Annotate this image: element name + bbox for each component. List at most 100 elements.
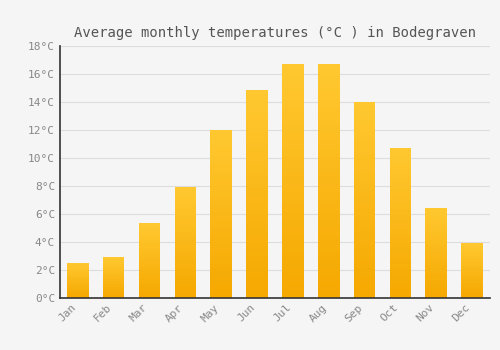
Bar (390, 168, 411, 170)
Bar (354, 167, 376, 170)
Bar (210, 228, 232, 230)
Bar (139, 247, 160, 248)
Bar (318, 173, 340, 177)
Bar (282, 219, 304, 223)
Bar (282, 255, 304, 259)
Bar (462, 296, 483, 298)
Bar (174, 285, 196, 286)
Bar (103, 290, 124, 291)
Bar (282, 126, 304, 130)
Bar (462, 258, 483, 259)
Bar (426, 221, 447, 223)
Bar (210, 256, 232, 258)
Bar (174, 246, 196, 248)
Bar (210, 236, 232, 239)
Bar (354, 248, 376, 252)
Bar (282, 192, 304, 196)
Bar (210, 138, 232, 141)
Bar (354, 144, 376, 147)
Bar (67, 263, 88, 264)
Bar (426, 233, 447, 235)
Bar (390, 193, 411, 195)
Bar (354, 141, 376, 144)
Bar (462, 264, 483, 265)
Bar (318, 106, 340, 111)
Bar (426, 247, 447, 248)
Bar (318, 91, 340, 95)
Bar (354, 138, 376, 141)
Bar (354, 187, 376, 190)
Bar (462, 275, 483, 276)
Bar (282, 87, 304, 91)
Bar (282, 290, 304, 294)
Bar (390, 198, 411, 200)
Bar (174, 191, 196, 192)
Bar (174, 255, 196, 257)
Bar (174, 268, 196, 270)
Bar (462, 256, 483, 257)
Bar (174, 211, 196, 213)
Bar (318, 266, 340, 270)
Bar (390, 273, 411, 275)
Bar (318, 142, 340, 146)
Bar (246, 90, 268, 94)
Bar (210, 183, 232, 186)
Bar (174, 213, 196, 215)
Bar (354, 154, 376, 157)
Bar (210, 191, 232, 194)
Bar (354, 291, 376, 294)
Bar (139, 294, 160, 295)
Bar (103, 289, 124, 290)
Bar (282, 228, 304, 231)
Bar (390, 220, 411, 223)
Bar (67, 278, 88, 279)
Bar (139, 231, 160, 232)
Bar (174, 281, 196, 283)
Bar (426, 248, 447, 250)
Bar (426, 281, 447, 282)
Bar (246, 204, 268, 208)
Bar (103, 264, 124, 265)
Bar (282, 212, 304, 216)
Bar (174, 237, 196, 238)
Bar (103, 297, 124, 298)
Bar (282, 106, 304, 111)
Bar (354, 128, 376, 131)
Bar (354, 147, 376, 150)
Bar (103, 278, 124, 279)
Bar (462, 245, 483, 246)
Bar (462, 246, 483, 247)
Bar (67, 283, 88, 284)
Bar (354, 118, 376, 121)
Bar (67, 289, 88, 290)
Bar (246, 149, 268, 153)
Bar (246, 153, 268, 156)
Bar (246, 266, 268, 270)
Bar (390, 210, 411, 212)
Bar (139, 285, 160, 286)
Bar (174, 216, 196, 218)
Bar (246, 180, 268, 183)
Bar (210, 197, 232, 199)
Bar (139, 295, 160, 296)
Bar (139, 223, 160, 225)
Bar (390, 160, 411, 163)
Bar (103, 272, 124, 273)
Bar (354, 105, 376, 108)
Bar (174, 240, 196, 242)
Bar (174, 296, 196, 298)
Bar (390, 188, 411, 190)
Bar (103, 257, 124, 258)
Bar (390, 180, 411, 183)
Bar (246, 280, 268, 284)
Bar (67, 297, 88, 298)
Bar (139, 257, 160, 258)
Bar (282, 161, 304, 165)
Bar (139, 274, 160, 275)
Bar (103, 273, 124, 274)
Bar (354, 268, 376, 271)
Bar (246, 253, 268, 256)
Bar (426, 262, 447, 263)
Bar (246, 104, 268, 107)
Bar (174, 266, 196, 268)
